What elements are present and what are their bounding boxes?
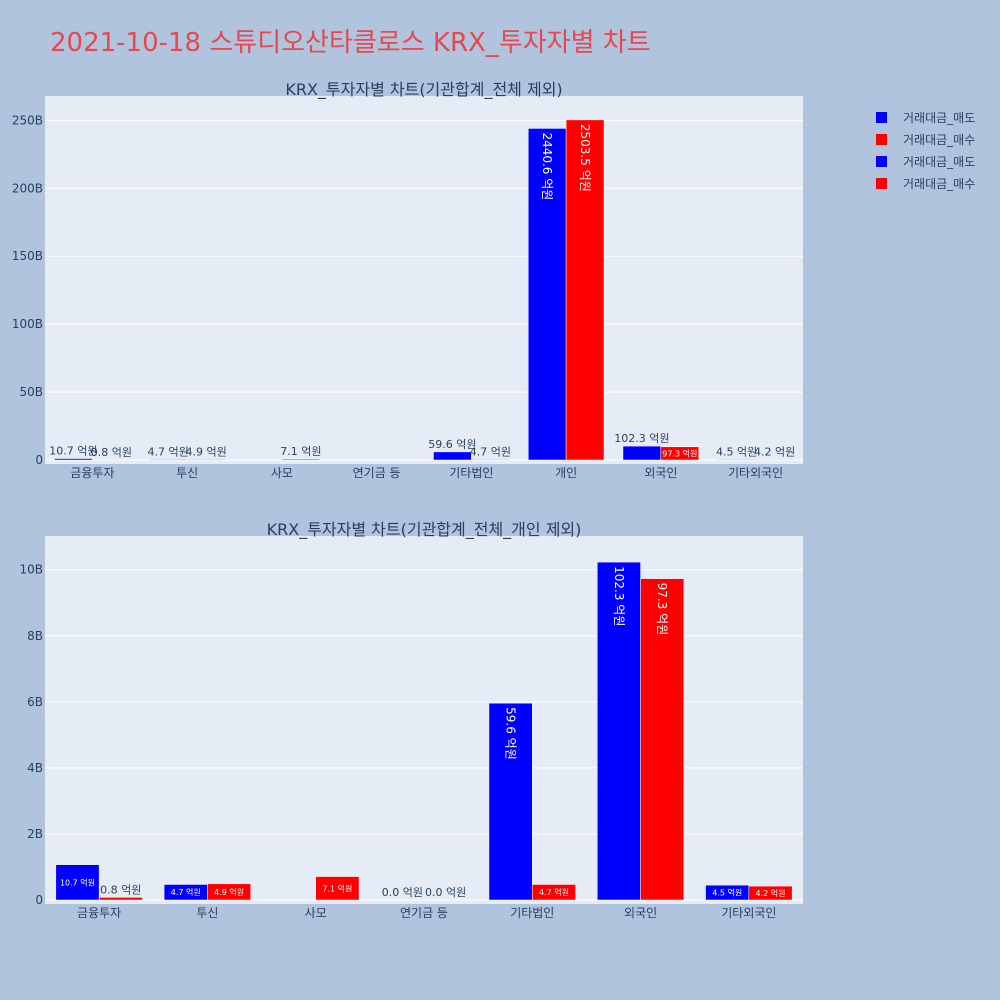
legend-item[interactable]: 거래대금_매수 xyxy=(876,172,975,194)
data-label: 2503.5 억원 xyxy=(578,124,592,192)
legend-item[interactable]: 거래대금_매수 xyxy=(876,128,975,150)
y-tick-label: 10B xyxy=(19,563,43,577)
data-label: 0.0 억원 xyxy=(425,886,466,899)
y-tick-label: 50B xyxy=(19,385,43,399)
legend-swatch-buy xyxy=(876,133,887,145)
data-label: 4.9 억원 xyxy=(214,887,244,897)
data-label: 2440.6 억원 xyxy=(540,132,554,200)
y-tick-label: 8B xyxy=(27,629,43,643)
chart-title: KRX_투자자별 차트(기관합계_전체_개인 제외) xyxy=(267,520,582,540)
y-tick-label: 0 xyxy=(35,893,43,907)
data-label: 4.7 억원 xyxy=(171,887,201,897)
bar-buy xyxy=(640,578,685,901)
data-label: 10.7 억원 xyxy=(60,877,95,887)
data-label: 97.3 억원 xyxy=(662,448,697,458)
bar-buy xyxy=(98,897,143,901)
legend-label: 거래대금_매수 xyxy=(903,132,976,147)
bar-buy xyxy=(281,458,321,461)
x-tick-label: 사모 xyxy=(271,466,293,480)
bar-sell xyxy=(622,445,662,461)
data-label: 102.3 억원 xyxy=(612,566,626,626)
plot-area xyxy=(45,96,803,464)
x-tick-label: 외국인 xyxy=(624,906,657,920)
y-tick-label: 0 xyxy=(35,453,43,467)
data-label: 0.8 억원 xyxy=(91,446,132,459)
data-label: 4.9 억원 xyxy=(185,445,226,458)
chart-2: 0 2B 4B 6B 8B 10B KRX_투자자별 차트(기관합계_전체_개인 제외) 금융… xyxy=(19,520,803,920)
data-label: 4.5 억원 xyxy=(712,888,742,898)
x-tick-label: 금융투자 xyxy=(70,466,114,480)
bar-sell xyxy=(488,702,533,901)
y-tick-label: 6B xyxy=(27,695,43,709)
legend-item[interactable]: 거래대금_매도 xyxy=(876,150,975,172)
data-label: 7.1 억원 xyxy=(280,445,321,458)
data-label: 10.7 억원 xyxy=(49,445,97,458)
x-tick-label: 기타법인 xyxy=(510,906,554,920)
legend-swatch-sell xyxy=(876,111,887,123)
legend-item[interactable]: 거래대금_매도 xyxy=(876,106,975,128)
data-label: 97.3 억원 xyxy=(655,583,669,636)
bar-buy xyxy=(186,459,226,461)
data-label: 4.2 억원 xyxy=(754,445,795,458)
bar-buy xyxy=(532,884,576,901)
x-tick-label: 개인 xyxy=(555,466,577,480)
x-tick-label: 기타외국인 xyxy=(721,906,776,920)
data-label: 4.5 억원 xyxy=(716,445,757,458)
data-label: 59.6 억원 xyxy=(428,438,476,451)
bar-sell xyxy=(433,451,472,461)
y-tick-label: 4B xyxy=(27,761,43,775)
y-tick-label: 150B xyxy=(12,249,43,263)
legend-label: 거래대금_매도 xyxy=(903,154,976,169)
legend-label: 거래대금_매도 xyxy=(903,110,976,125)
bar-sell xyxy=(54,458,93,461)
legend-swatch-buy xyxy=(876,177,887,189)
bar-buy xyxy=(755,459,794,461)
bar-sell xyxy=(55,864,100,901)
legend-label: 거래대금_매수 xyxy=(903,176,976,191)
x-tick-label: 연기금 등 xyxy=(400,906,448,920)
bar-sell xyxy=(597,561,641,901)
x-tick-label: 기타법인 xyxy=(449,466,493,480)
bar-buy xyxy=(660,446,700,461)
legend-swatch-sell xyxy=(876,155,887,167)
y-tick-label: 100B xyxy=(12,317,43,331)
bar-buy xyxy=(565,119,605,461)
data-label: 4.2 억원 xyxy=(756,888,786,898)
x-tick-label: 사모 xyxy=(305,906,327,920)
y-tick-label: 250B xyxy=(12,113,43,127)
y-tick-label: 200B xyxy=(12,181,43,195)
data-label: 0.8 억원 xyxy=(100,883,141,896)
data-label: 7.1 억원 xyxy=(322,883,352,893)
bar-sell xyxy=(148,459,188,461)
data-label: 59.6 억원 xyxy=(504,707,518,760)
bar-sell xyxy=(717,459,756,461)
legend: 거래대금_매도 거래대금_매수 거래대금_매도 거래대금_매수 xyxy=(876,106,975,194)
bar-sell xyxy=(527,128,567,461)
x-tick-label: 외국인 xyxy=(644,466,677,480)
data-label: 0.0 억원 xyxy=(382,886,423,899)
bar-buy xyxy=(315,876,360,901)
x-tick-label: 투신 xyxy=(176,466,198,480)
page-title: 2021-10-18 스튜디오산타클로스 KRX_투자자별 차트 xyxy=(50,28,651,58)
bar-buy xyxy=(207,883,251,901)
bar-buy xyxy=(471,459,510,461)
plot-area xyxy=(45,536,803,904)
chart-1: 0 50B 100B 150B 200B 250B KRX_투자자별 차트(기관합계_전체 … xyxy=(12,80,803,480)
data-label: 4.7 억원 xyxy=(470,445,511,458)
y-tick-label: 2B xyxy=(27,827,43,841)
data-label: 102.3 억원 xyxy=(614,432,669,445)
x-tick-label: 기타외국인 xyxy=(728,466,783,480)
x-tick-label: 연기금 등 xyxy=(353,466,401,480)
bar-buy xyxy=(748,885,793,901)
x-tick-label: 금융투자 xyxy=(77,906,121,920)
x-tick-label: 투신 xyxy=(196,906,218,920)
chart-title: KRX_투자자별 차트(기관합계_전체 제외) xyxy=(285,80,562,100)
data-label: 4.7 억원 xyxy=(148,445,189,458)
data-label: 4.7 억원 xyxy=(539,887,569,897)
